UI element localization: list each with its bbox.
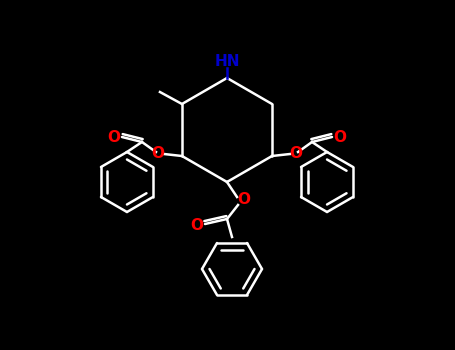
Text: O: O — [152, 146, 164, 161]
Text: O: O — [107, 130, 121, 145]
Text: O: O — [334, 130, 347, 145]
Text: O: O — [238, 193, 251, 208]
Text: HN: HN — [214, 55, 240, 70]
Text: O: O — [191, 218, 203, 233]
Text: O: O — [289, 146, 303, 161]
